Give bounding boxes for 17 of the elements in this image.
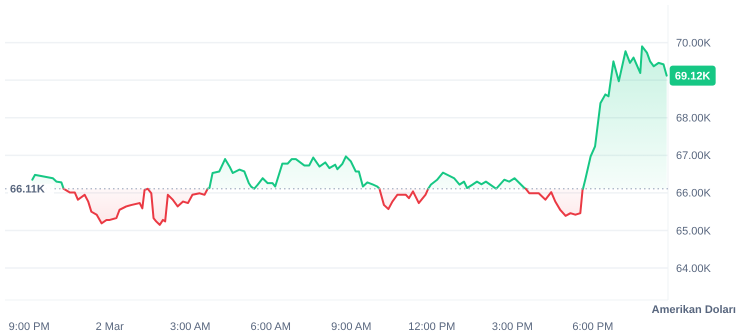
x-tick-label: 6:00 AM — [250, 321, 291, 333]
annotation: 69.12K — [674, 70, 710, 82]
x-tick-label: 3:00 AM — [170, 321, 210, 333]
x-tick-label: 9:00 PM — [8, 321, 50, 333]
y-axis-title: Amerikan Doları — [652, 304, 736, 316]
y-tick-label: 67.00K — [676, 150, 712, 162]
ref-line-label: 66.11K — [10, 184, 45, 196]
x-tick-label: 9:00 AM — [331, 321, 372, 333]
x-tick-label: 6:00 PM — [572, 321, 614, 333]
y-tick-label: 66.00K — [676, 188, 712, 200]
y-tick-label: 65.00K — [676, 225, 712, 238]
y-tick-label: 70.00K — [676, 37, 712, 50]
y-tick-label: 68.00K — [676, 112, 712, 125]
y-tick-label: 64.00K — [676, 262, 712, 275]
x-tick-label: 12:00 PM — [408, 321, 456, 333]
x-tick-label: 2 Mar — [96, 321, 124, 333]
x-tick-label: 3:00 PM — [492, 321, 533, 333]
